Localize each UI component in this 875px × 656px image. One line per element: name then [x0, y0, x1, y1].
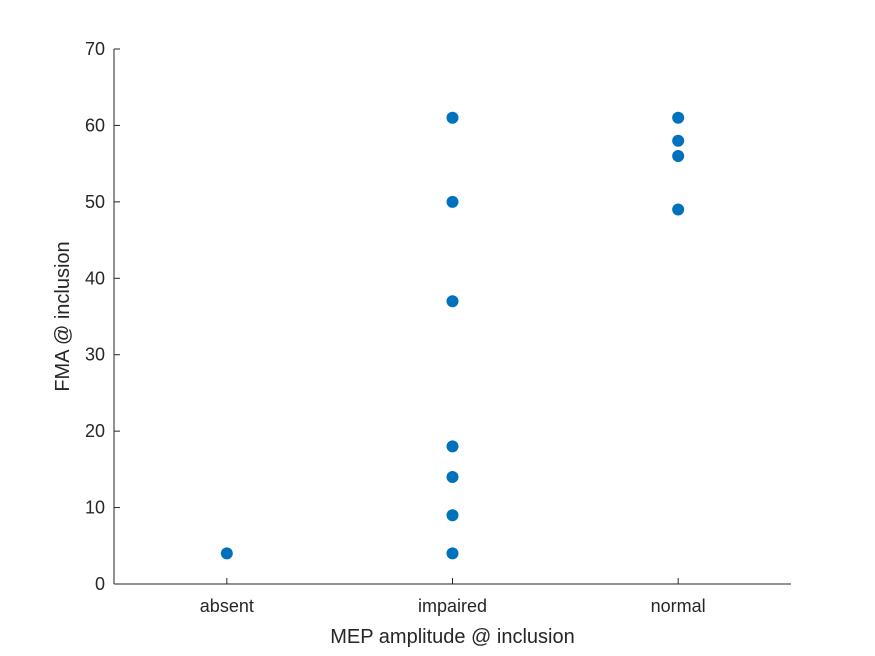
y-tick-label: 50 [85, 192, 105, 212]
x-tick-label: normal [651, 596, 706, 616]
x-tick-label: impaired [418, 596, 487, 616]
data-point [220, 547, 233, 560]
data-point [672, 134, 685, 147]
x-axis-label: MEP amplitude @ inclusion [330, 626, 575, 648]
data-point [446, 509, 459, 522]
y-tick-label: 70 [85, 39, 105, 59]
y-tick-label: 0 [95, 574, 105, 594]
data-point [446, 295, 459, 308]
data-point [446, 471, 459, 483]
y-ticks: 0 10 20 30 40 50 60 70 [85, 39, 120, 594]
data-point [446, 440, 459, 453]
y-tick-label: 60 [85, 115, 105, 135]
data-points [220, 111, 685, 560]
data-point [672, 203, 685, 216]
y-tick-label: 40 [85, 268, 105, 288]
y-tick-label: 10 [85, 498, 105, 518]
axes [113, 49, 791, 585]
data-point [446, 195, 459, 208]
x-ticks: absent impaired normal [200, 578, 706, 616]
data-point [446, 547, 459, 560]
data-point [446, 111, 459, 124]
x-tick-label: absent [200, 596, 254, 616]
y-tick-label: 20 [85, 421, 105, 441]
y-tick-label: 30 [85, 345, 105, 365]
y-axis-label: FMA @ inclusion [52, 241, 74, 391]
data-point [672, 150, 685, 162]
data-point [672, 111, 685, 124]
